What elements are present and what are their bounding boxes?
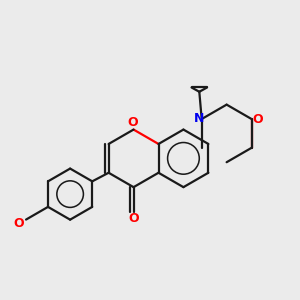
- Text: O: O: [252, 112, 263, 125]
- Text: O: O: [128, 212, 139, 225]
- Text: O: O: [14, 217, 24, 230]
- Text: N: N: [194, 112, 204, 125]
- Text: O: O: [128, 116, 138, 129]
